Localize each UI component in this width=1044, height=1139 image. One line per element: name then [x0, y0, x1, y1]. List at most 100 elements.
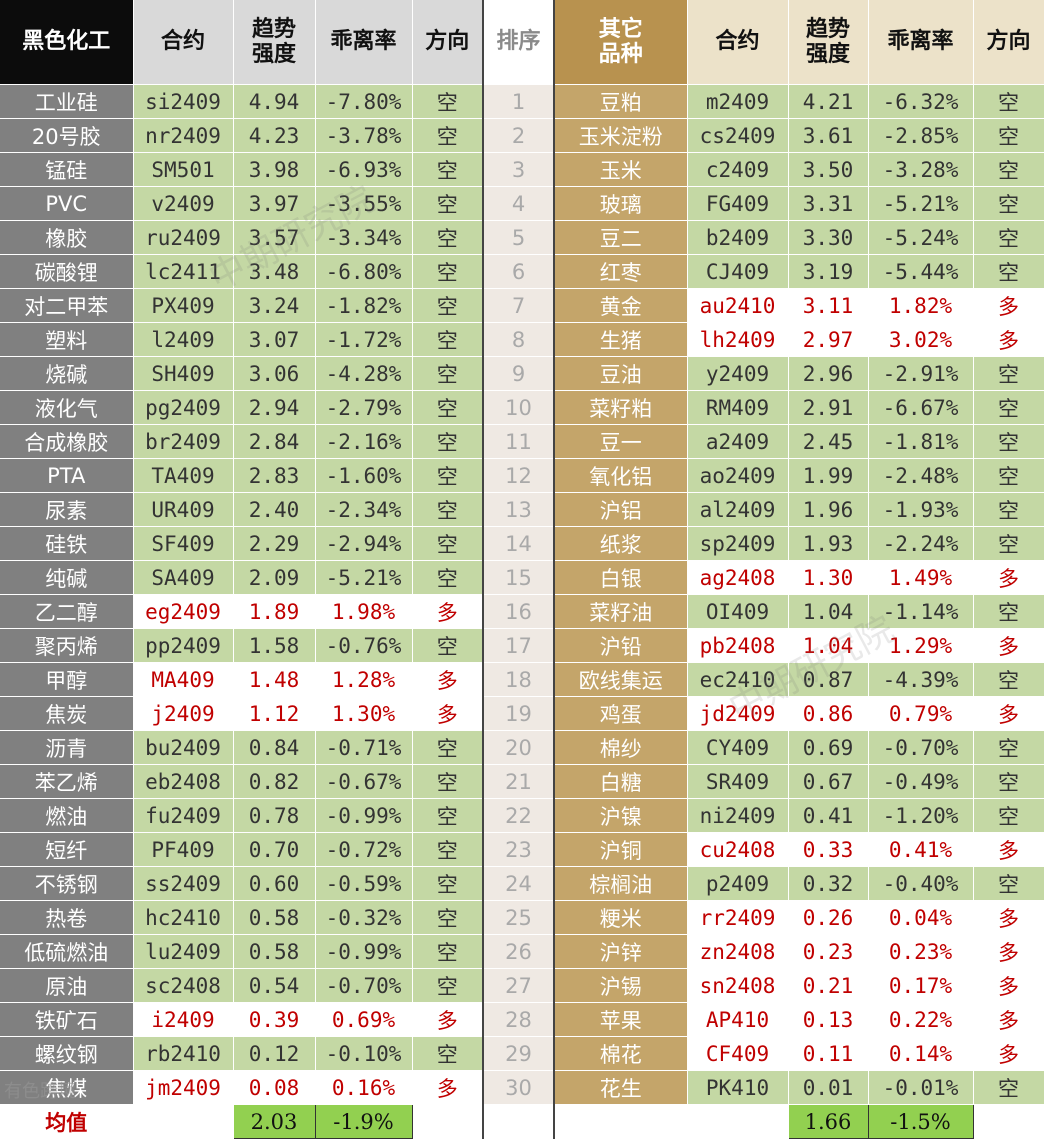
right-direction: 多	[973, 1002, 1044, 1037]
right-commodity-name: 鸡蛋	[554, 696, 688, 731]
rank-number: 24	[483, 866, 555, 901]
left-contract: ru2409	[133, 220, 234, 255]
average-blank-right-name	[554, 1104, 688, 1139]
left-commodity-name: 焦煤	[0, 1070, 134, 1105]
left-direction: 空	[412, 220, 484, 255]
header-trend-line1: 趋势	[251, 16, 296, 42]
left-trend-strength: 3.07	[233, 322, 316, 357]
right-trend-strength: 3.11	[788, 288, 869, 323]
right-deviation: 0.14%	[868, 1036, 974, 1071]
right-deviation: -1.20%	[868, 798, 974, 833]
table-row: 热卷 hc2410 0.58 -0.32% 空 25 粳米 rr2409 0.26 0.04% 多	[0, 900, 1044, 935]
left-trend-strength: 2.83	[233, 458, 316, 493]
right-contract: b2409	[687, 220, 789, 255]
left-direction: 空	[412, 356, 484, 391]
rank-number: 27	[483, 968, 555, 1003]
right-commodity-name: 豆二	[554, 220, 688, 255]
rank-number: 18	[483, 662, 555, 697]
right-direction: 空	[973, 730, 1044, 765]
right-contract: cs2409	[687, 118, 789, 153]
right-commodity-name: 棉花	[554, 1036, 688, 1071]
table-row: 烧碱 SH409 3.06 -4.28% 空 9 豆油 y2409 2.96 -2.91% 空	[0, 356, 1044, 391]
left-commodity-name: 沥青	[0, 730, 134, 765]
right-deviation: -2.91%	[868, 356, 974, 391]
left-trend-strength: 3.48	[233, 254, 316, 289]
right-contract: SR409	[687, 764, 789, 799]
right-contract: ao2409	[687, 458, 789, 493]
left-direction: 多	[412, 662, 484, 697]
rank-number: 26	[483, 934, 555, 969]
left-trend-strength: 0.60	[233, 866, 316, 901]
left-commodity-name: 尿素	[0, 492, 134, 527]
right-direction: 空	[973, 458, 1044, 493]
logo-text: 有色跨境	[4, 1081, 76, 1102]
right-deviation: -5.44%	[868, 254, 974, 289]
left-contract: pp2409	[133, 628, 234, 663]
right-commodity-name: 沪铜	[554, 832, 688, 867]
left-commodity-name: 不锈钢	[0, 866, 134, 901]
left-commodity-name: 橡胶	[0, 220, 134, 255]
header-trend: 趋势 强度	[233, 0, 316, 85]
rank-number: 19	[483, 696, 555, 731]
left-contract: rb2410	[133, 1036, 234, 1071]
rank-number: 14	[483, 526, 555, 561]
table-row: 乙二醇 eg2409 1.89 1.98% 多 16 菜籽油 OI409 1.04 -1.14% 空	[0, 594, 1044, 629]
right-direction: 多	[973, 322, 1044, 357]
rank-number: 7	[483, 288, 555, 323]
rank-number: 5	[483, 220, 555, 255]
right-contract: CJ409	[687, 254, 789, 289]
right-trend-strength: 2.97	[788, 322, 869, 357]
left-deviation: -0.72%	[315, 832, 413, 867]
left-direction: 空	[412, 390, 484, 425]
right-deviation: -1.93%	[868, 492, 974, 527]
left-trend-strength: 4.23	[233, 118, 316, 153]
left-commodity-name: 对二甲苯	[0, 288, 134, 323]
right-commodity-name: 欧线集运	[554, 662, 688, 697]
right-trend-strength: 1.04	[788, 628, 869, 663]
header-rank: 排序	[483, 0, 555, 85]
right-commodity-name: 棉纱	[554, 730, 688, 765]
left-direction: 空	[412, 730, 484, 765]
right-commodity-name: 玉米淀粉	[554, 118, 688, 153]
average-blank-right-dir	[973, 1104, 1044, 1139]
left-direction: 空	[412, 492, 484, 527]
header-deviation-right: 乖离率	[868, 0, 974, 85]
left-trend-strength: 3.97	[233, 186, 316, 221]
left-direction: 空	[412, 84, 484, 119]
left-trend-strength: 3.24	[233, 288, 316, 323]
header-contract: 合约	[133, 0, 234, 85]
right-deviation: 0.23%	[868, 934, 974, 969]
right-commodity-name: 粳米	[554, 900, 688, 935]
right-direction: 空	[973, 390, 1044, 425]
average-blank-rank	[483, 1104, 555, 1139]
rank-number: 6	[483, 254, 555, 289]
right-deviation: -0.49%	[868, 764, 974, 799]
left-contract: SM501	[133, 152, 234, 187]
right-commodity-name: 豆一	[554, 424, 688, 459]
left-deviation: -0.32%	[315, 900, 413, 935]
right-commodity-name: 棕榈油	[554, 866, 688, 901]
left-deviation: -1.60%	[315, 458, 413, 493]
right-commodity-name: 沪镍	[554, 798, 688, 833]
right-contract: CF409	[687, 1036, 789, 1071]
rank-number: 23	[483, 832, 555, 867]
rank-number: 9	[483, 356, 555, 391]
right-direction: 空	[973, 866, 1044, 901]
right-commodity-name: 玉米	[554, 152, 688, 187]
rank-number: 25	[483, 900, 555, 935]
left-deviation: -6.80%	[315, 254, 413, 289]
table-row: 苯乙烯 eb2408 0.82 -0.67% 空 21 白糖 SR409 0.67 -0.49% 空	[0, 764, 1044, 799]
rank-number: 2	[483, 118, 555, 153]
table-row: 甲醇 MA409 1.48 1.28% 多 18 欧线集运 ec2410 0.87 -4.39% 空	[0, 662, 1044, 697]
right-contract: CY409	[687, 730, 789, 765]
average-right-deviation: -1.5%	[867, 1104, 974, 1139]
right-deviation: -5.21%	[868, 186, 974, 221]
left-direction: 空	[412, 798, 484, 833]
left-deviation: -7.80%	[315, 84, 413, 119]
left-direction: 多	[412, 594, 484, 629]
left-commodity-name: 20号胶	[0, 118, 134, 153]
right-direction: 多	[973, 696, 1044, 731]
left-direction: 空	[412, 254, 484, 289]
header-right-category-line1: 其它	[598, 16, 643, 42]
right-deviation: 0.04%	[868, 900, 974, 935]
